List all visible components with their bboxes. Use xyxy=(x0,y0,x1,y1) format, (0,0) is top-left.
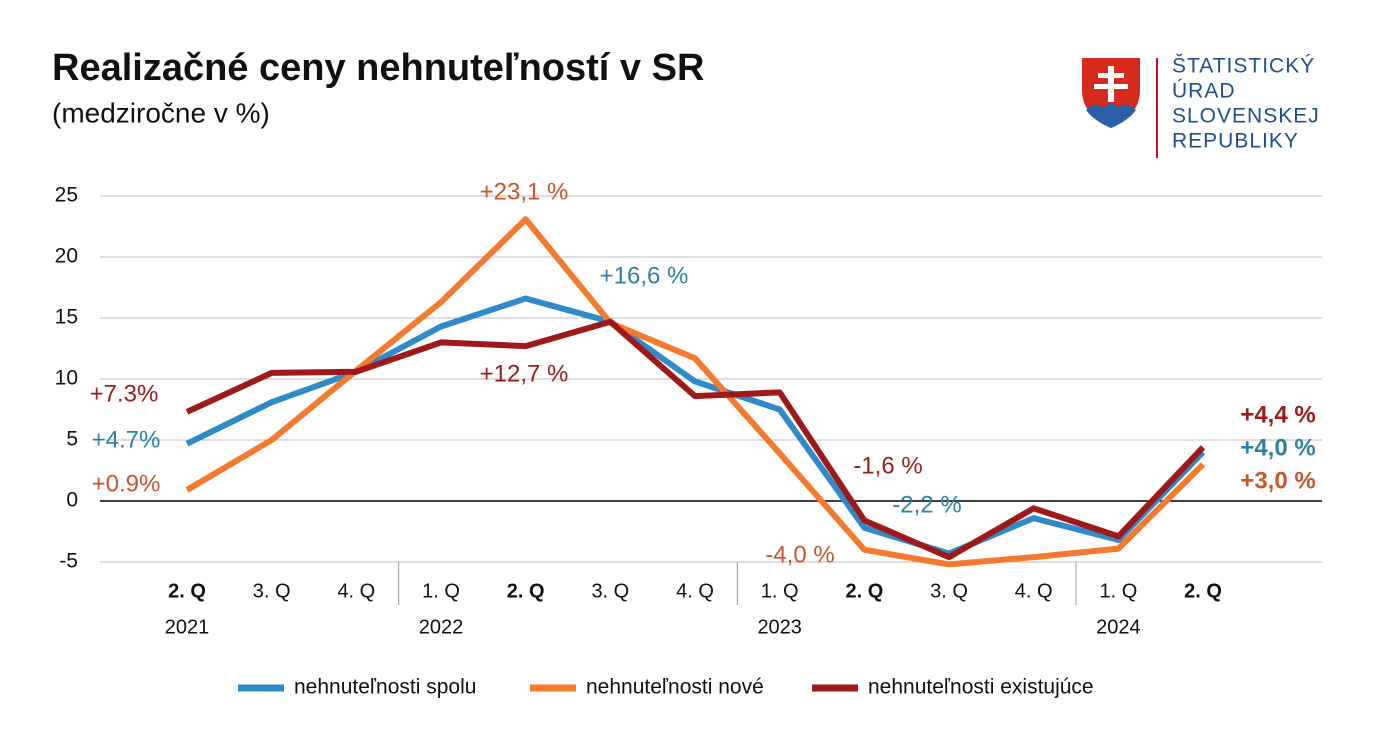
legend-label: nehnuteľnosti spolu xyxy=(294,676,476,699)
logo-text: REPUBLIKY xyxy=(1172,130,1299,153)
y-tick-label: -5 xyxy=(59,550,78,573)
x-tick-label: 4. Q xyxy=(337,580,375,602)
data-label: +0.9% xyxy=(92,470,161,497)
data-label: -4,0 % xyxy=(765,541,834,568)
y-tick-label: 15 xyxy=(55,306,78,329)
chart-title: Realizačné ceny nehnuteľností v SR xyxy=(52,47,704,89)
data-label: -1,6 % xyxy=(853,452,922,479)
x-tick-label: 3. Q xyxy=(930,580,968,602)
logo-text: ÚRAD xyxy=(1172,80,1236,103)
data-label: +12,7 % xyxy=(480,360,569,387)
x-group-label: 2021 xyxy=(165,616,210,638)
x-tick-label: 2. Q xyxy=(845,580,883,602)
data-label: +16,6 % xyxy=(600,262,689,289)
x-tick-label: 2. Q xyxy=(168,580,206,602)
x-tick-label: 4. Q xyxy=(676,580,714,602)
y-tick-label: 5 xyxy=(66,428,78,451)
logo-cross xyxy=(1094,66,1128,102)
x-tick-label: 1. Q xyxy=(1099,580,1137,602)
chart-subtitle: (medziročne v %) xyxy=(52,97,270,128)
legend-label: nehnuteľnosti existujúce xyxy=(868,676,1094,699)
x-tick-label: 1. Q xyxy=(422,580,460,602)
y-tick-label: 10 xyxy=(55,367,78,390)
x-tick-label: 3. Q xyxy=(253,580,291,602)
data-label: +23,1 % xyxy=(480,178,569,205)
x-tick-label: 2. Q xyxy=(507,580,545,602)
x-tick-label: 1. Q xyxy=(761,580,799,602)
x-group-label: 2024 xyxy=(1096,616,1141,638)
data-label: +4,4 % xyxy=(1240,401,1315,428)
legend-label: nehnuteľnosti nové xyxy=(586,676,764,699)
data-label: +4.7% xyxy=(92,426,161,453)
x-group-label: 2023 xyxy=(757,616,802,638)
x-tick-label: 3. Q xyxy=(591,580,629,602)
x-group-label: 2022 xyxy=(419,616,464,638)
y-tick-label: 20 xyxy=(55,245,78,268)
data-label: +3,0 % xyxy=(1240,467,1315,494)
x-tick-label: 4. Q xyxy=(1015,580,1053,602)
data-label: -2,2 % xyxy=(892,491,961,518)
logo xyxy=(1082,58,1158,158)
logo-text: ŠTATISTICKÝ xyxy=(1172,55,1315,78)
data-label: +4,0 % xyxy=(1240,434,1315,461)
logo-hills xyxy=(1086,103,1136,128)
series-line xyxy=(185,318,1206,561)
y-tick-label: 25 xyxy=(55,184,78,207)
x-tick-label: 2. Q xyxy=(1184,580,1222,602)
y-tick-label: 0 xyxy=(66,489,78,512)
data-label: +7.3% xyxy=(90,380,159,407)
logo-text: SLOVENSKEJ xyxy=(1172,105,1320,128)
